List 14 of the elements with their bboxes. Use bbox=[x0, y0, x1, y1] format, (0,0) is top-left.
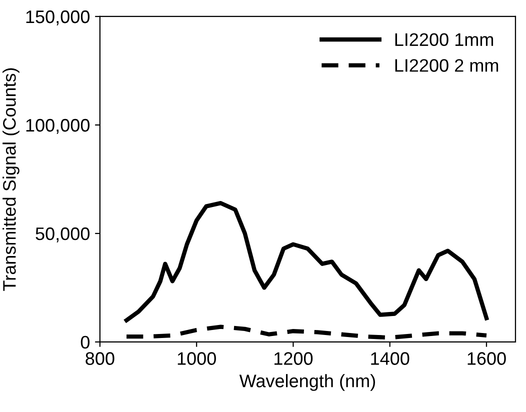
y-tick-label: 100,000 bbox=[26, 118, 90, 134]
x-tick-label: 1400 bbox=[371, 352, 410, 365]
x-tick-label: 800 bbox=[86, 352, 114, 365]
y-tick-label: 0 bbox=[80, 336, 90, 349]
legend-label: LI2200 1mm bbox=[395, 33, 494, 46]
y-tick-label: 50,000 bbox=[36, 227, 90, 242]
y-axis-title: Transmitted Signal (Counts) bbox=[2, 68, 20, 291]
x-axis-title: Wavelength (nm) bbox=[239, 374, 375, 391]
y-tick-label: 150,000 bbox=[26, 10, 90, 26]
line-series bbox=[124, 201, 489, 322]
x-tick-label: 1600 bbox=[468, 352, 506, 365]
x-tick-label: 1200 bbox=[274, 352, 313, 365]
x-tick-label: 1000 bbox=[178, 352, 216, 365]
legend-label: LI2200 2 mm bbox=[395, 59, 498, 72]
